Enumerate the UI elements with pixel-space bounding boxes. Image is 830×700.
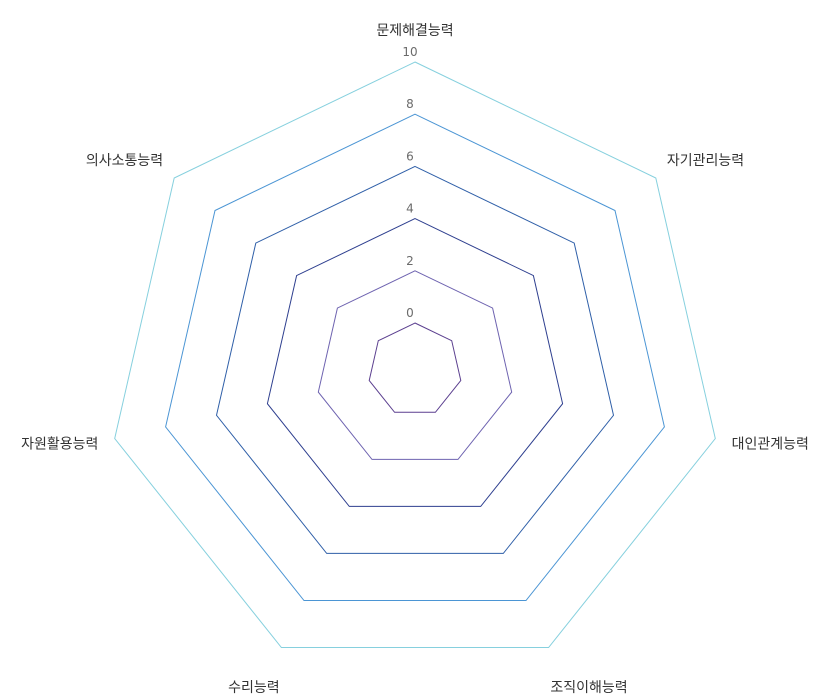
tick-label: 2 bbox=[406, 254, 414, 268]
tick-label: 10 bbox=[402, 45, 417, 59]
grid-ring-0 bbox=[368, 322, 462, 413]
grid-ring-6 bbox=[215, 165, 615, 554]
axis-label: 자원활용능력 bbox=[21, 437, 98, 453]
axis-label: 의사소통능력 bbox=[86, 153, 163, 169]
grid-ring-8 bbox=[165, 113, 665, 601]
tick-label: 0 bbox=[406, 306, 414, 320]
tick-label: 6 bbox=[406, 149, 414, 163]
tick-label: 8 bbox=[406, 97, 414, 111]
axis-label: 대인관계능력 bbox=[732, 437, 809, 453]
axis-label: 문제해결능력 bbox=[376, 23, 453, 39]
grid-ring-2 bbox=[317, 270, 513, 460]
grid-ring-10 bbox=[114, 61, 716, 648]
axis-label: 조직이해능력 bbox=[550, 680, 627, 696]
tick-label: 4 bbox=[406, 202, 414, 216]
axis-label: 수리능력 bbox=[228, 680, 280, 696]
grid-ring-4 bbox=[266, 218, 564, 507]
axis-label: 자기관리능력 bbox=[667, 153, 744, 169]
radar-grid bbox=[114, 61, 716, 648]
radial-tick-labels: 0 2 4 6 8 10 bbox=[402, 45, 417, 320]
